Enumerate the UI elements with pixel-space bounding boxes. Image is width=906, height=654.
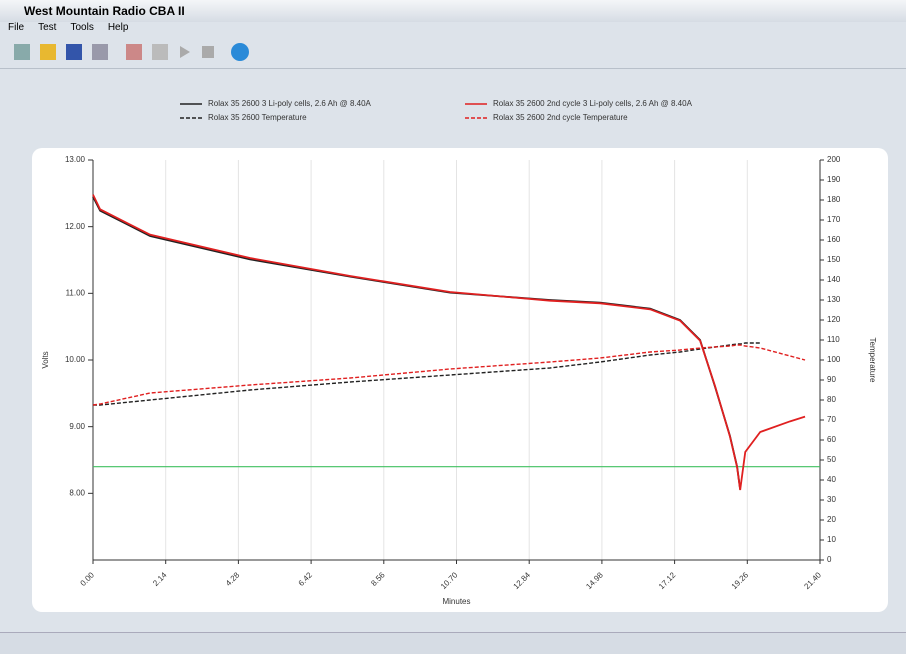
tool-button[interactable] (40, 44, 56, 60)
y2-tick-label: 170 (827, 215, 841, 224)
legend-label: Rolax 35 2600 2nd cycle Temperature (493, 113, 628, 122)
y2-tick-label: 180 (827, 195, 841, 204)
menu-bar: File Test Tools Help (0, 22, 906, 36)
tool-button[interactable] (66, 44, 82, 60)
data-line (93, 342, 761, 406)
tool-button[interactable] (180, 46, 190, 58)
y2-axis-label: Temperature (868, 338, 877, 383)
toolbar (0, 36, 906, 69)
tool-button[interactable] (152, 44, 168, 60)
menu-item[interactable]: Tools (70, 22, 94, 33)
y2-tick-label: 140 (827, 275, 841, 284)
legend-label: Rolax 35 2600 3 Li-poly cells, 2.6 Ah @ … (208, 99, 372, 108)
y2-tick-label: 100 (827, 355, 841, 364)
y2-tick-label: 30 (827, 495, 836, 504)
y2-tick-label: 60 (827, 435, 836, 444)
y2-tick-label: 110 (827, 335, 840, 344)
y2-tick-label: 160 (827, 235, 841, 244)
y-tick-label: 10.00 (65, 355, 86, 364)
y2-tick-label: 0 (827, 555, 832, 564)
y-tick-label: 13.00 (65, 155, 86, 164)
tool-button[interactable] (126, 44, 142, 60)
x-axis-label: Minutes (442, 597, 470, 606)
tool-button[interactable] (202, 46, 214, 58)
chart-panel (32, 148, 888, 612)
y-tick-label: 11.00 (66, 288, 86, 297)
plot-group: 0.00 2.14 4.28 6.42 8.56 10.70 12.84 14.98 17.12… (41, 99, 877, 606)
y2-tick-label: 20 (827, 515, 836, 524)
y2-tick-label: 200 (827, 155, 841, 164)
tool-button[interactable] (14, 44, 30, 60)
legend-label: Rolax 35 2600 2nd cycle 3 Li-poly cells,… (493, 99, 693, 108)
y-axis-label: Volts (41, 351, 50, 368)
y-tick-label: 9.00 (69, 422, 85, 431)
y-tick-label: 8.00 (69, 488, 85, 497)
data-line (92, 194, 806, 491)
y2-tick-label: 10 (827, 535, 836, 544)
menu-item[interactable]: File (8, 22, 25, 33)
chart: 0.00 2.14 4.28 6.42 8.56 10.70 12.84 14.98 17.12… (32, 99, 888, 612)
toolbar-icons (14, 43, 249, 61)
y2-tick-label: 50 (827, 455, 836, 464)
y2-tick-label: 150 (827, 255, 841, 264)
y2-tick-label: 70 (827, 415, 836, 424)
status-bar (0, 632, 906, 654)
y2-tick-label: 90 (827, 375, 836, 384)
title-bar: West Mountain Radio CBA II (0, 0, 906, 22)
menu-item[interactable]: Help (107, 22, 129, 33)
y2-tick-label: 130 (827, 295, 841, 304)
y2-tick-label: 190 (827, 175, 841, 184)
y2-tick-label: 120 (827, 315, 841, 324)
tool-button[interactable] (92, 44, 108, 60)
help-button[interactable] (231, 43, 249, 61)
legend-label: Rolax 35 2600 Temperature (208, 113, 307, 122)
y-tick-label: 12.00 (65, 222, 86, 231)
y2-tick-label: 80 (827, 395, 836, 404)
window-title: West Mountain Radio CBA II (24, 4, 185, 18)
data-line (92, 344, 806, 406)
y2-tick-label: 40 (827, 475, 836, 484)
menu-item[interactable]: Test (38, 22, 57, 33)
